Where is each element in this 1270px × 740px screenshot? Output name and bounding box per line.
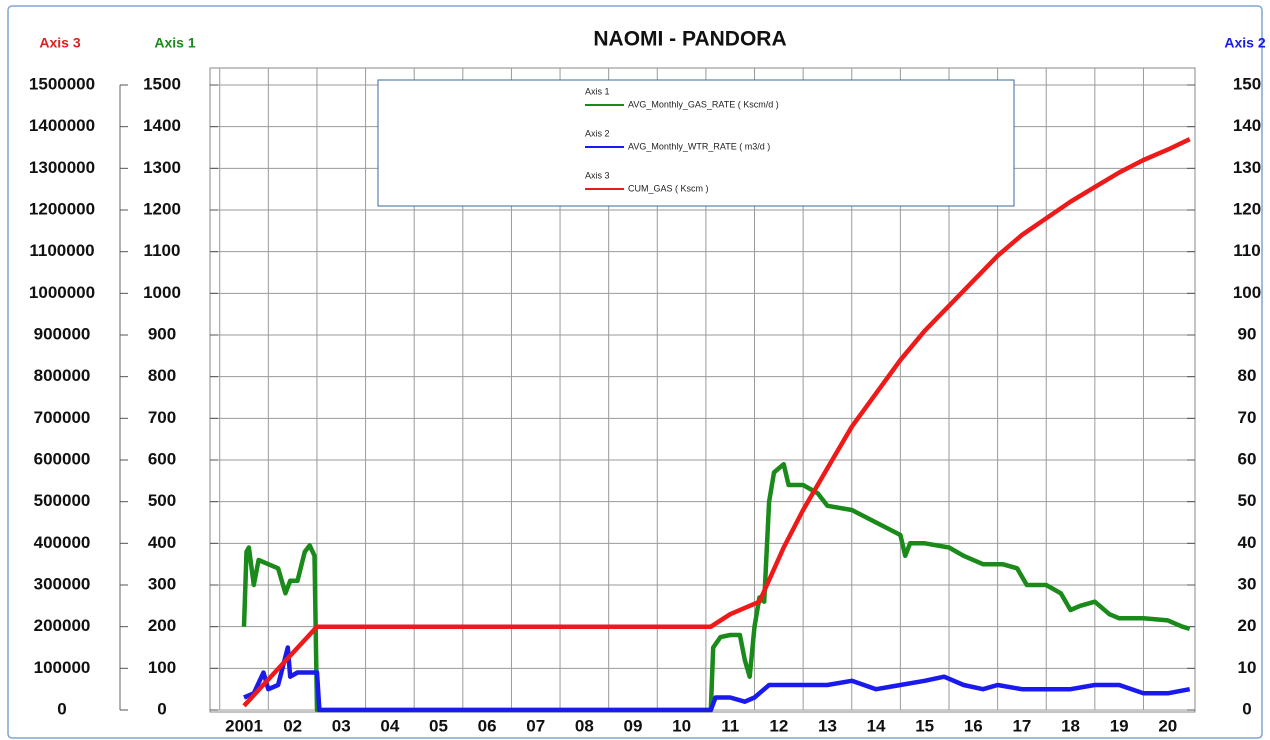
y3-tick-label: 1100000 xyxy=(29,241,94,260)
y-tick-label: 1400 xyxy=(143,116,181,135)
x-tick-label: 04 xyxy=(380,716,399,735)
y2-tick-label: 30 xyxy=(1238,574,1257,593)
y2-tick-label: 20 xyxy=(1238,616,1257,635)
x-tick-label: 12 xyxy=(769,716,788,735)
plot xyxy=(241,137,1191,713)
y3-tick-label: 400000 xyxy=(34,533,91,552)
x-tick-label: 2001 xyxy=(225,716,263,735)
x-tick-label: 13 xyxy=(818,716,837,735)
y2-tick-label: 80 xyxy=(1238,366,1257,385)
axis3-label: Axis 3 xyxy=(39,35,80,51)
y2-tick-label: 110 xyxy=(1233,241,1260,260)
y3-tick-label: 100000 xyxy=(34,658,91,677)
y-tick-label: 400 xyxy=(148,533,176,552)
legend-group: Axis 1 xyxy=(585,86,610,96)
y-tick-label: 100 xyxy=(148,658,176,677)
x-tick-label: 16 xyxy=(964,716,983,735)
legend: Axis 1 AVG_Monthly_GAS_RATE ( Kscm/d ) Axi… xyxy=(377,79,1015,207)
y2-tick-label: 100 xyxy=(1233,283,1261,302)
x-tick-label: 19 xyxy=(1110,716,1129,735)
x-tick-label: 10 xyxy=(672,716,691,735)
axis1-label: Axis 1 xyxy=(154,35,195,51)
y2-tick-label: 60 xyxy=(1238,449,1257,468)
y-tick-label: 1300 xyxy=(143,158,181,177)
x-tick-label: 11 xyxy=(721,716,739,735)
y-tick-label: 1200 xyxy=(143,199,181,218)
y2-tick-label: 0 xyxy=(1242,699,1251,718)
legend-box xyxy=(377,79,1015,207)
y-tick-label: 700 xyxy=(148,408,176,427)
legend-label: AVG_Monthly_WTR_RATE ( m3/d ) xyxy=(628,141,770,151)
y-tick-label: 300 xyxy=(148,574,176,593)
x-tick-label: 02 xyxy=(283,716,302,735)
x-tick-label: 15 xyxy=(915,716,934,735)
y-tick-label: 800 xyxy=(148,366,176,385)
x-tick-label: 14 xyxy=(867,716,886,735)
y2-tick-label: 10 xyxy=(1238,658,1257,677)
axis2-label: Axis 2 xyxy=(1224,35,1265,51)
y-tick-label: 1000 xyxy=(143,283,181,302)
y3-tick-label: 1200000 xyxy=(29,199,95,218)
series-line xyxy=(242,137,1191,708)
legend-group: Axis 2 xyxy=(585,128,610,138)
y-tick-label: 1100 xyxy=(144,241,181,260)
x-tick-label: 07 xyxy=(526,716,545,735)
y3-tick-label: 1500000 xyxy=(29,74,95,93)
legend-group: Axis 3 xyxy=(585,170,610,180)
x-tick-label: 17 xyxy=(1012,716,1031,735)
series-line xyxy=(243,645,1191,713)
x-tick-label: 03 xyxy=(332,716,351,735)
y3-tick-label: 700000 xyxy=(34,408,91,427)
y3-tick-label: 1000000 xyxy=(29,283,95,302)
y3-tick-label: 900000 xyxy=(34,324,91,343)
y-tick-label: 900 xyxy=(148,324,176,343)
x-tick-label: 06 xyxy=(478,716,497,735)
x-tick-label: 05 xyxy=(429,716,448,735)
y2-tick-label: 90 xyxy=(1238,324,1257,343)
y2-tick-label: 130 xyxy=(1233,158,1261,177)
y-tick-label: 1500 xyxy=(143,74,181,93)
series-line xyxy=(241,461,1191,713)
x-tick-label: 08 xyxy=(575,716,594,735)
x-tick-label: 18 xyxy=(1061,716,1080,735)
y3-tick-label: 0 xyxy=(57,699,66,718)
y2-tick-label: 140 xyxy=(1233,116,1261,135)
y-tick-label: 200 xyxy=(148,616,176,635)
y2-tick-label: 40 xyxy=(1238,533,1257,552)
y2-tick-label: 120 xyxy=(1233,199,1261,218)
x-tick-label: 09 xyxy=(624,716,643,735)
y-tick-label: 500 xyxy=(148,491,176,510)
y-tick-label: 0 xyxy=(157,699,166,718)
y3-tick-label: 800000 xyxy=(34,366,91,385)
y2-tick-label: 70 xyxy=(1238,408,1257,427)
y2-tick-label: 50 xyxy=(1238,491,1257,510)
y2-tick-label: 150 xyxy=(1233,74,1261,93)
legend-label: AVG_Monthly_GAS_RATE ( Kscm/d ) xyxy=(628,99,779,109)
x-tick-label: 20 xyxy=(1158,716,1177,735)
y3-tick-label: 600000 xyxy=(34,449,91,468)
y-tick-label: 600 xyxy=(148,449,176,468)
y3-tick-label: 1400000 xyxy=(29,116,95,135)
chart-title: NAOMI - PANDORA xyxy=(593,28,786,51)
y3-tick-label: 200000 xyxy=(34,616,91,635)
y3-tick-label: 500000 xyxy=(34,491,91,510)
y3-tick-label: 1300000 xyxy=(29,158,95,177)
legend-label: CUM_GAS ( Kscm ) xyxy=(628,183,709,193)
y3-tick-label: 300000 xyxy=(34,574,91,593)
